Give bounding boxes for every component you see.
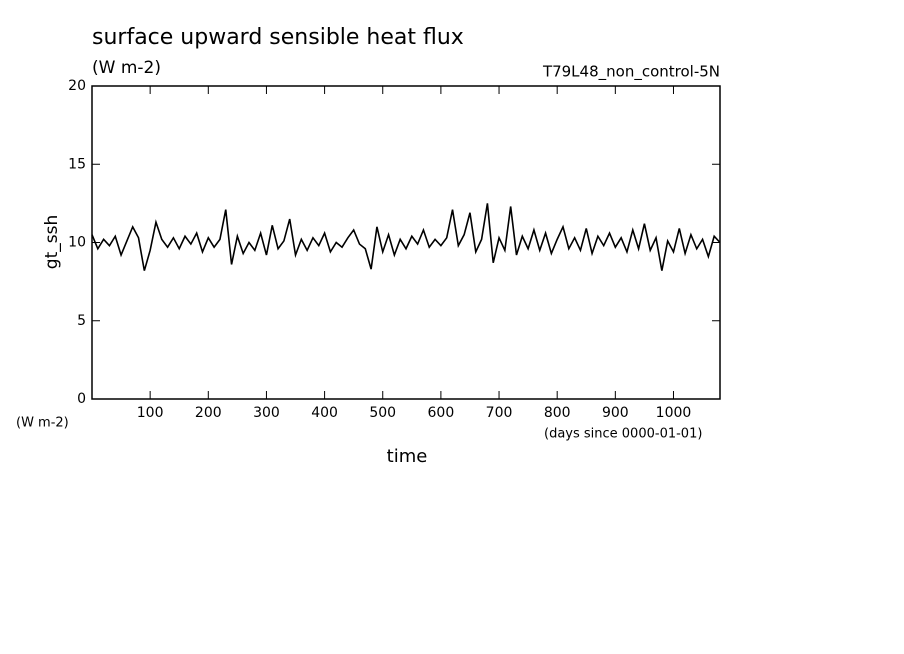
x-tick-label: 300 xyxy=(253,405,280,421)
x-tick-label: 100 xyxy=(137,405,164,421)
y-unit: (W m-2) xyxy=(16,416,69,431)
data-line xyxy=(91,203,721,271)
y-tick-label: 10 xyxy=(68,235,86,251)
x-axis-label: time xyxy=(387,446,428,467)
annotation: T79L48_non_control-5N xyxy=(542,63,720,82)
chart-title: surface upward sensible heat flux xyxy=(92,25,464,50)
y-tick-label: 5 xyxy=(77,313,86,329)
x-tick-label: 800 xyxy=(544,405,571,421)
x-tick-label: 200 xyxy=(195,405,222,421)
y-tick-label: 0 xyxy=(77,391,86,407)
x-tick-label: 700 xyxy=(486,405,513,421)
x-tick-label: 500 xyxy=(369,405,396,421)
x-tick-label: 400 xyxy=(311,405,338,421)
y-tick-label: 20 xyxy=(68,78,86,94)
y-axis-label: gt_ssh xyxy=(42,215,62,269)
y-tick-label: 15 xyxy=(68,156,86,172)
x-tick-label: 600 xyxy=(428,405,455,421)
chart-subtitle: (W m-2) xyxy=(92,58,161,78)
x-tick-label: 1000 xyxy=(656,405,692,421)
x-tick-label: 900 xyxy=(602,405,629,421)
plot-frame xyxy=(91,85,721,400)
x-unit: (days since 0000-01-01) xyxy=(544,427,702,442)
